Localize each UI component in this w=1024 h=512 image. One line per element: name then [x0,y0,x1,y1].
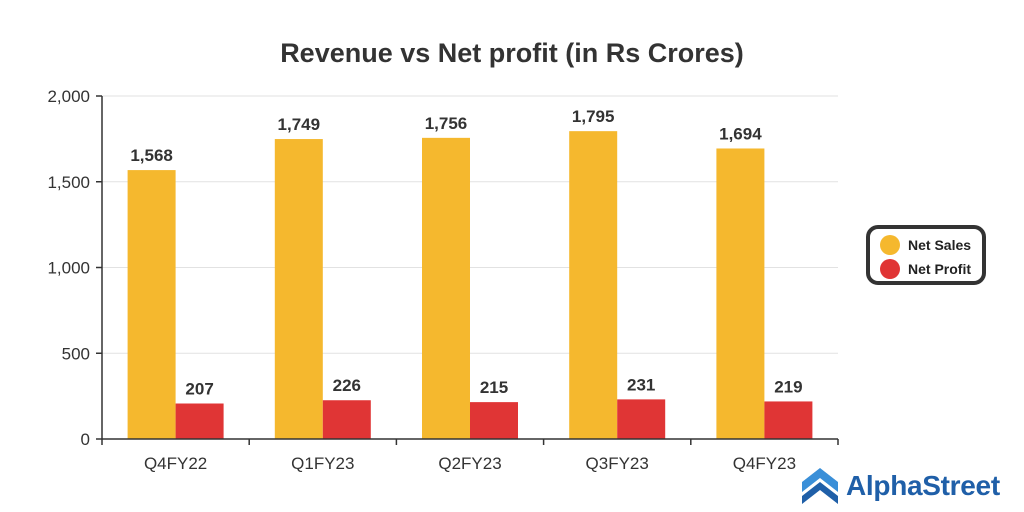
alphastreet-logo: AlphaStreet [800,466,1000,506]
bar-net-sales [422,137,470,439]
legend: Net Sales Net Profit [866,225,986,285]
data-label-net-profit: 215 [480,378,508,397]
data-labels: 1,568 1,749 1,756 1,795 1,694 207 226 215 231 219 [130,107,802,398]
chart-title: Revenue vs Net profit (in Rs Crores) [280,38,744,68]
bar-net-profit [322,400,371,439]
y-tick-label: 500 [62,344,90,363]
legend-label-net-profit: Net Profit [908,261,971,277]
bar-net-profit [617,399,666,439]
data-label-net-sales: 1,694 [719,124,762,143]
data-label-net-sales: 1,749 [278,115,321,134]
bars [127,131,813,439]
x-tick-label: Q4FY22 [144,454,207,473]
data-label-net-sales: 1,795 [572,107,615,126]
bar-net-sales [569,131,618,439]
y-axis: 0 500 1,000 1,500 2,000 [47,87,103,449]
x-tick-label: Q3FY23 [586,454,649,473]
bar-net-sales [716,148,765,439]
y-tick-label: 1,000 [47,259,90,278]
data-label-net-profit: 231 [627,375,655,394]
net-profit-swatch-icon [880,259,900,279]
logo-text: AlphaStreet [846,470,1000,501]
x-tick-label: Q2FY23 [438,454,501,473]
bar-net-profit [175,403,224,439]
x-tick-label: Q1FY23 [291,454,354,473]
legend-item-net-profit: Net Profit [880,259,971,279]
bar-net-sales [274,139,323,439]
y-tick-label: 1,500 [47,173,90,192]
bar-net-profit [470,402,518,439]
net-sales-swatch-icon [880,235,900,255]
x-axis: Q4FY22 Q1FY23 Q2FY23 Q3FY23 Q4FY23 [101,438,839,473]
data-label-net-profit: 207 [185,379,213,398]
data-label-net-sales: 1,756 [425,114,468,133]
legend-item-net-sales: Net Sales [880,235,971,255]
data-label-net-sales: 1,568 [130,146,173,165]
logo-chevron-icon [802,468,838,504]
y-tick-label: 0 [81,430,90,449]
bar-net-profit [764,401,813,439]
legend-label-net-sales: Net Sales [908,237,972,253]
x-tick-label: Q4FY23 [733,454,796,473]
y-tick-label: 2,000 [47,87,90,106]
bar-net-sales [127,170,176,439]
data-label-net-profit: 219 [774,377,802,396]
data-label-net-profit: 226 [333,376,361,395]
